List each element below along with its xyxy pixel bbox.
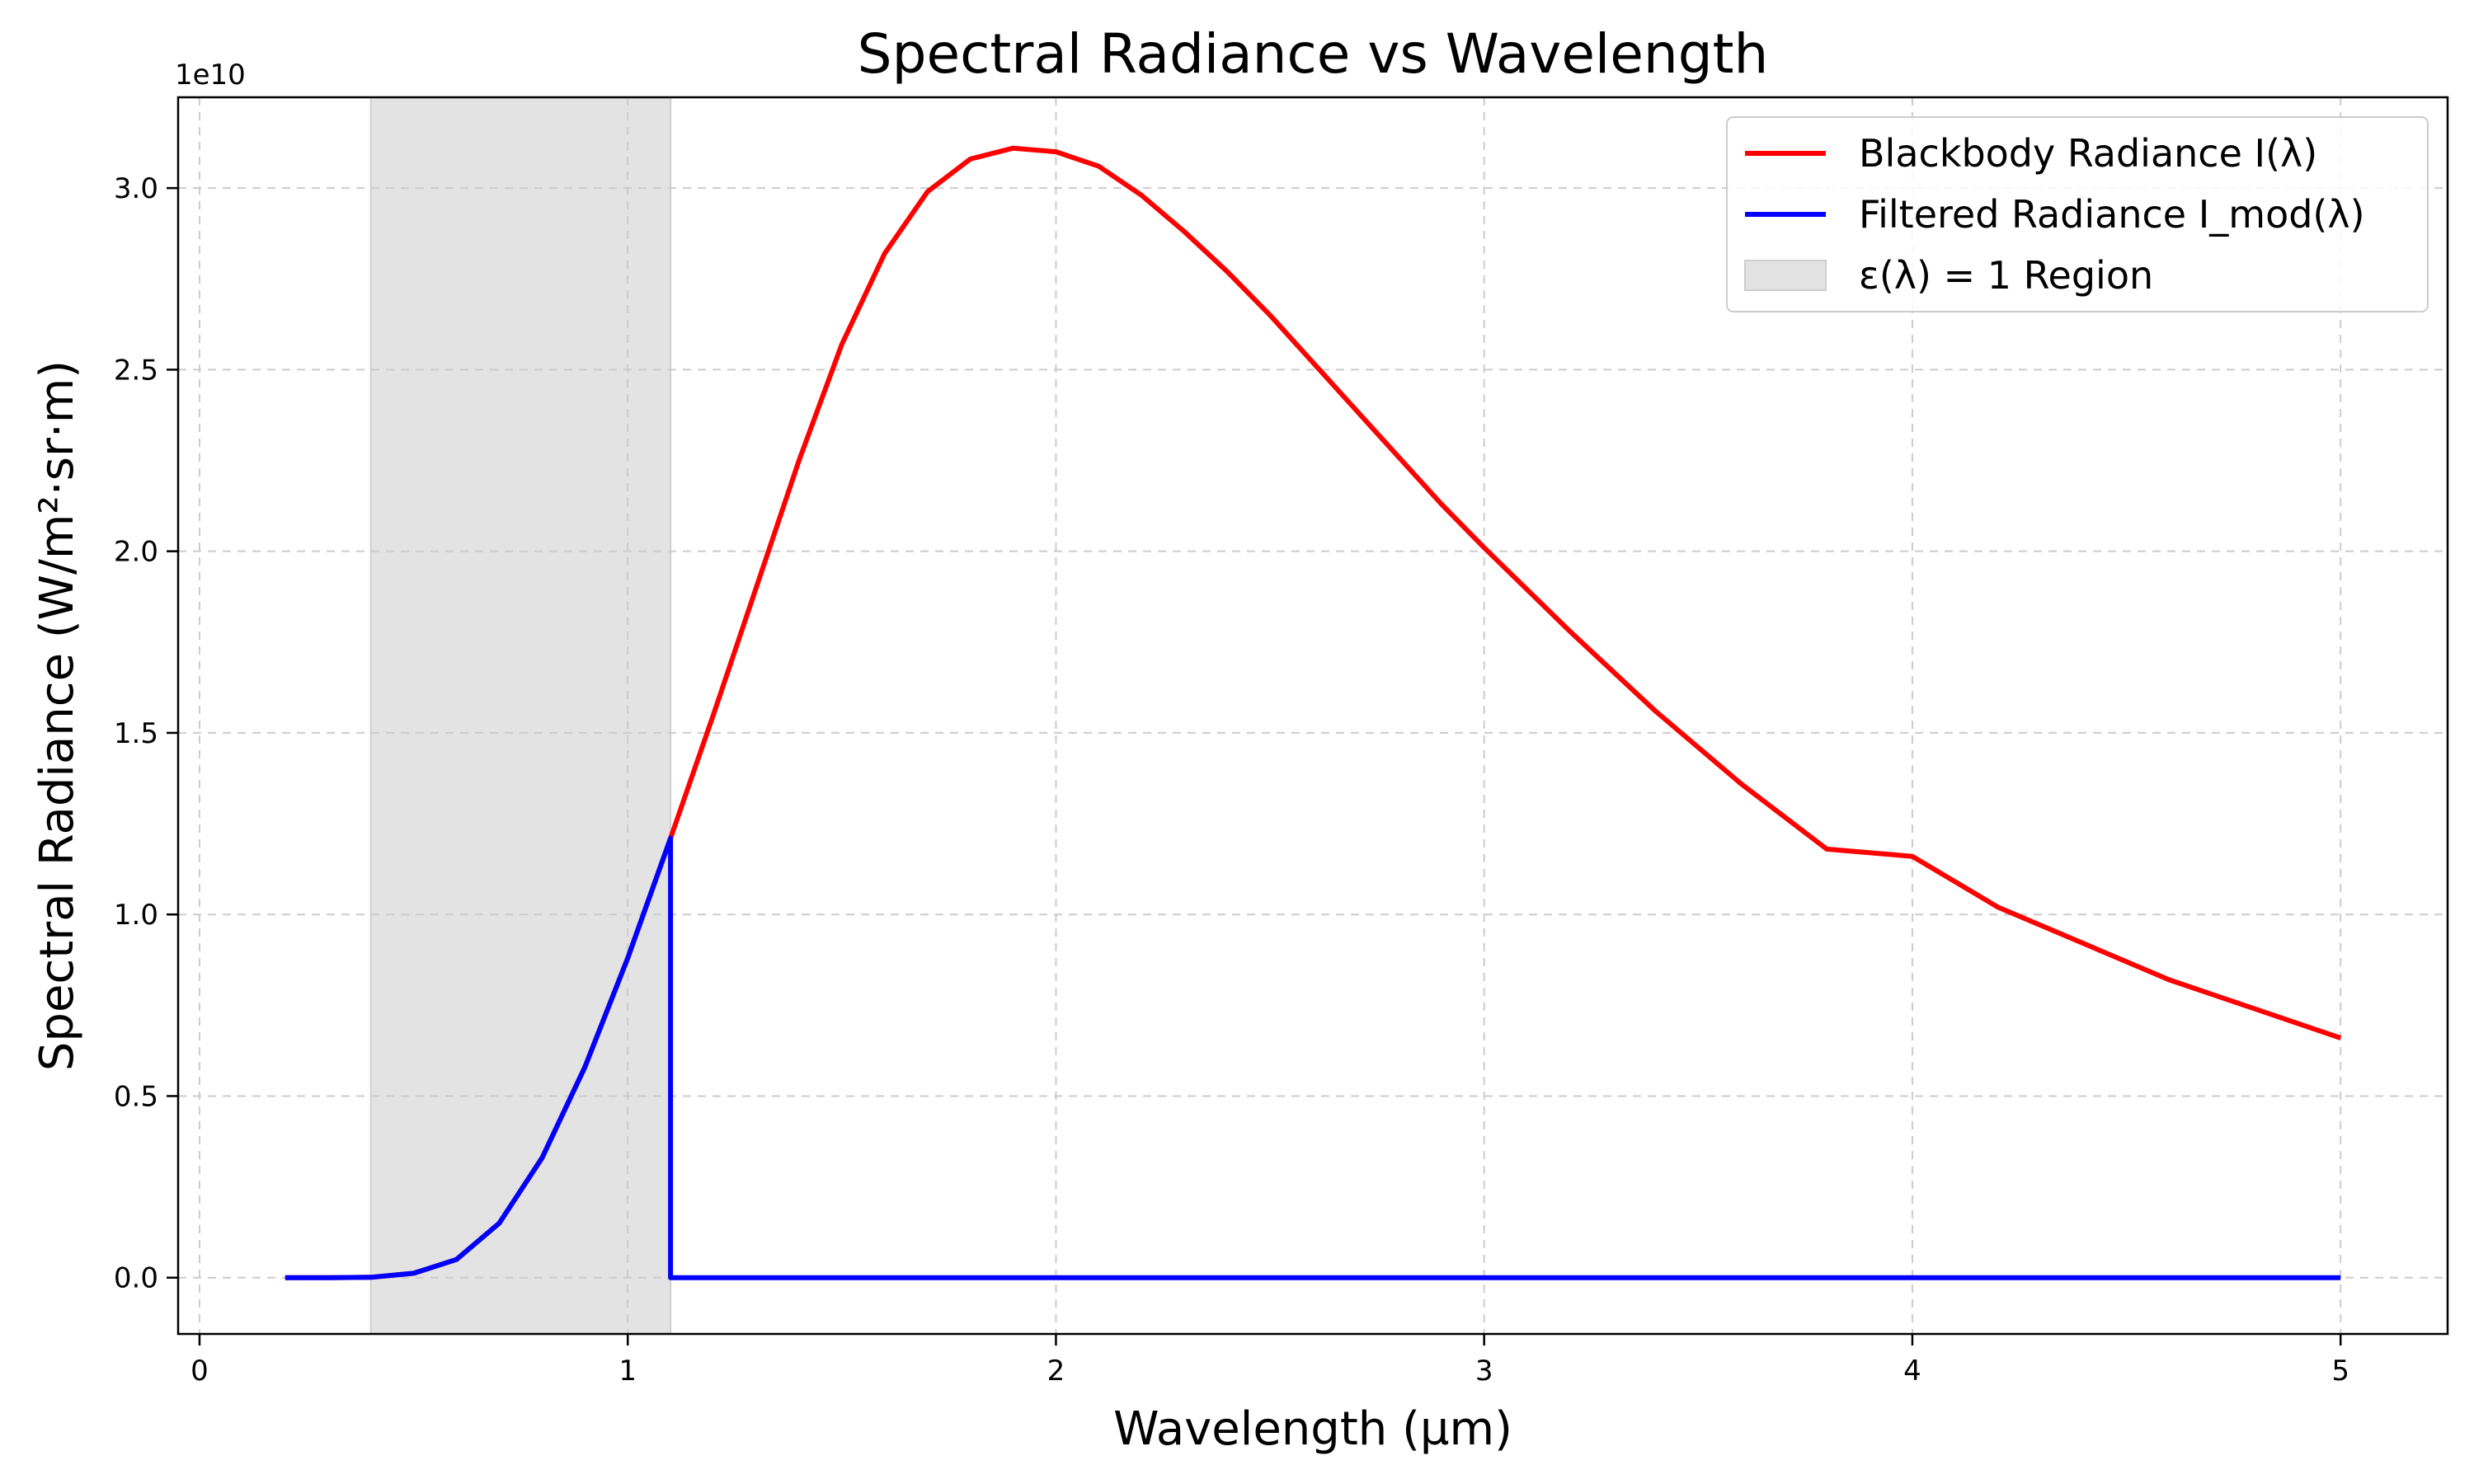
chart-title: Spectral Radiance vs Wavelength xyxy=(858,22,1769,86)
x-tick-label: 1 xyxy=(618,1355,637,1388)
series-line-filtered xyxy=(285,835,2341,1280)
y-axis-offset-label: 1e10 xyxy=(175,59,246,92)
x-tick-label: 0 xyxy=(190,1355,209,1388)
legend-entry-region-label: ε(λ) = 1 Region xyxy=(1859,253,2153,298)
legend-entry-blackbody-label: Blackbody Radiance I(λ) xyxy=(1859,131,2317,176)
y-tick-label: 1.0 xyxy=(114,899,158,932)
shaded-region xyxy=(369,96,672,1335)
plot-area: 0 1 2 3 4 5 0.0 0.5 1.0 1.5 2.0 2.5 3.0 xyxy=(114,96,2449,1388)
y-tick-label: 2.0 xyxy=(114,536,158,569)
y-tick-label: 0.0 xyxy=(114,1262,158,1295)
x-axis-label: Wavelength (µm) xyxy=(1113,1402,1512,1456)
x-tick-label: 2 xyxy=(1047,1355,1065,1388)
y-tick-label: 1.5 xyxy=(114,717,158,750)
y-tick-label: 2.5 xyxy=(114,354,158,387)
legend: Blackbody Radiance I(λ) Filtered Radiance… xyxy=(1726,116,2429,312)
legend-box xyxy=(1726,116,2429,312)
legend-entry-region-swatch xyxy=(1744,260,1827,291)
axes-frame xyxy=(176,96,2449,1336)
x-tick-label: 5 xyxy=(2331,1355,2349,1388)
x-tick-label: 4 xyxy=(1903,1355,1921,1388)
legend-entry-filtered-label: Filtered Radiance I_mod(λ) xyxy=(1859,192,2365,237)
y-tick-label: 3.0 xyxy=(114,172,158,205)
x-tick-label: 3 xyxy=(1475,1355,1493,1388)
y-tick-label: 0.5 xyxy=(114,1080,158,1113)
y-axis-label: Spectral Radiance (W/m²·sr·m) xyxy=(31,360,84,1071)
